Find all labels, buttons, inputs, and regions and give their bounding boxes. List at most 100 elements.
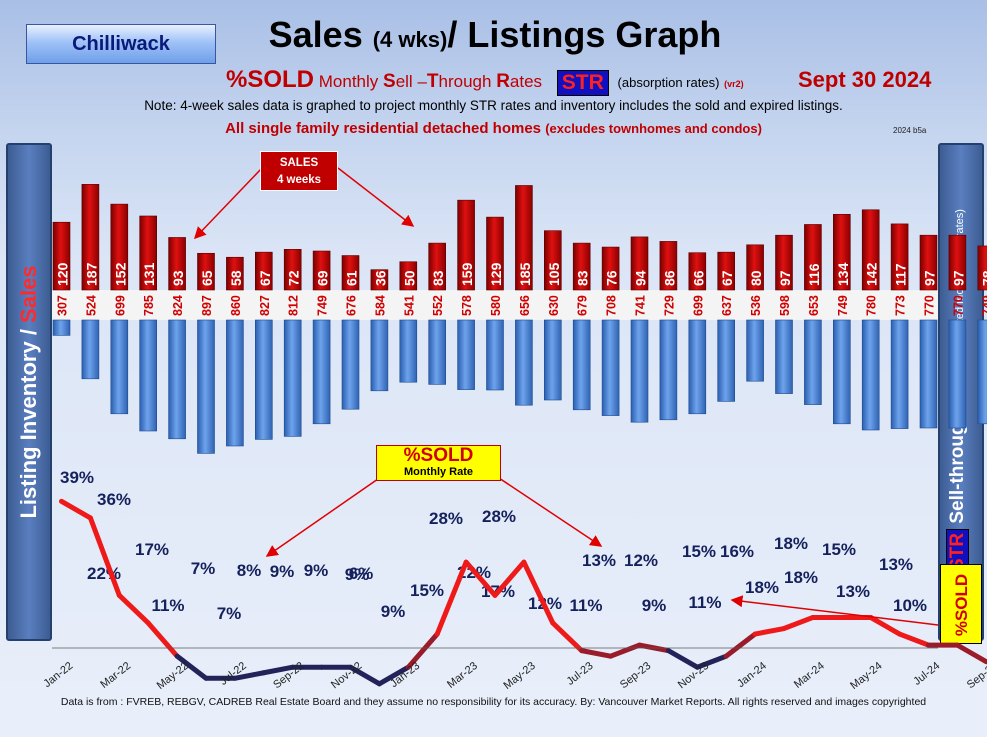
sales-arrow-right (337, 167, 415, 227)
listing-bar (457, 319, 475, 390)
sold-label: 8% (237, 561, 262, 580)
sold-label: 15% (822, 540, 856, 559)
inventory-label: 780 (865, 295, 879, 316)
sold-label: 15% (410, 581, 444, 600)
sales-bar (948, 234, 967, 291)
sold-label: 28% (429, 509, 463, 528)
inventory-label: 653 (807, 295, 821, 316)
listing-bar (746, 319, 764, 382)
chart-note: Note: 4-week sales data is graphed to pr… (144, 98, 843, 113)
sold-line-segment (521, 559, 556, 626)
sales-callout-line2: 4 weeks (276, 174, 322, 186)
x-tick-label: Jul-23 (565, 660, 596, 688)
version-label: 2024 b5a (893, 126, 927, 135)
sales-bar (428, 242, 447, 291)
inventory-label: 584 (373, 295, 387, 316)
sold-label: 11% (151, 596, 184, 615)
sales-label: 50 (401, 270, 417, 286)
sold-label: 11% (569, 596, 602, 615)
inventory-label: 770 (923, 295, 937, 316)
sales-bar (515, 185, 533, 291)
sales-bar (283, 249, 302, 291)
subtitle-dash: – (417, 72, 427, 91)
inventory-label: 749 (836, 295, 850, 316)
sales-label: 131 (141, 262, 157, 286)
sold-line-segment (116, 592, 151, 626)
listing-bar (341, 319, 360, 410)
sales-label: 134 (835, 262, 851, 286)
absorption-note: (absorption rates) (617, 75, 720, 90)
sold-label: 11% (688, 593, 721, 612)
sold-label: 17% (135, 540, 169, 559)
sold-line-segment (550, 620, 585, 654)
sales-bar (919, 234, 938, 291)
sales-bar (832, 213, 851, 291)
listing-bar (543, 319, 562, 401)
inventory-label: 541 (402, 295, 416, 316)
sold-line-segment (897, 631, 931, 648)
sold-line-segment (405, 631, 440, 670)
sales-bar (890, 223, 909, 291)
sales-label: 94 (633, 270, 649, 286)
sold-label: 7% (217, 604, 242, 623)
sold-line-segment (59, 498, 93, 521)
listing-bar (515, 319, 533, 406)
sold-callout-line1: %SOLD (403, 445, 474, 466)
sold-line-segment (87, 515, 122, 598)
inventory-label: 708 (605, 295, 619, 316)
subtitle-sold: %SOLD (226, 66, 315, 93)
sales-bar (168, 237, 186, 291)
inventory-label: 580 (489, 295, 503, 316)
sold-label: 9% (270, 562, 295, 581)
chart-subtitle: %SOLD Monthly Sell –Through Rates STR (a… (226, 66, 744, 96)
sales-label: 67 (719, 270, 735, 286)
listing-bar (255, 319, 273, 440)
inventory-label: 812 (287, 295, 301, 316)
sales-label: 185 (517, 262, 533, 286)
sales-bar (572, 242, 591, 291)
subtitle-ell: ell (395, 72, 418, 91)
property-type-main: All single family residential detached h… (225, 120, 542, 137)
inventory-label: 729 (662, 295, 676, 316)
subtitle-s: S (383, 71, 396, 92)
inventory-label-band (52, 290, 938, 320)
sold-label: 9% (304, 561, 329, 580)
sold-label: 18% (784, 568, 818, 587)
sold-line-segment (954, 642, 987, 665)
sold-line-segment (781, 614, 816, 632)
sold-label: 7% (191, 559, 216, 578)
x-tick-label: Jan-22 (41, 660, 75, 690)
sales-bar (717, 251, 736, 291)
inventory-label: 598 (778, 295, 792, 316)
str-badge: STR (556, 69, 609, 96)
listing-bar (283, 319, 302, 437)
listing-bar (370, 319, 389, 392)
title-main: Sales (268, 14, 363, 55)
sales-bar (630, 236, 649, 291)
inventory-label: 656 (518, 295, 532, 316)
listing-bar (775, 319, 793, 394)
listing-bar (659, 319, 678, 421)
x-tick-label: May-22 (155, 660, 191, 692)
inventory-label: 785 (142, 295, 156, 316)
listing-bar (110, 319, 129, 415)
listing-bar (312, 319, 331, 425)
subtitle-r: R (496, 71, 510, 92)
sales-bar (341, 255, 360, 291)
inventory-label: 676 (345, 295, 359, 316)
sales-label: 93 (170, 270, 186, 286)
listing-bar (948, 319, 967, 429)
property-type-excludes: (excludes townhomes and condos) (545, 121, 762, 136)
sales-label: 97 (777, 270, 793, 286)
sales-label: 66 (690, 270, 706, 286)
listing-bar (197, 319, 215, 454)
x-tick-label: Mar-23 (445, 660, 480, 691)
chart-title: Sales (4 wks)/ Listings Graph (240, 14, 750, 56)
sold-label: 28% (482, 507, 516, 526)
x-tick-label: Mar-22 (98, 660, 133, 691)
x-tick-label: Mar-24 (792, 660, 827, 691)
sales-label: 80 (748, 270, 764, 286)
title-rest: / Listings Graph (447, 14, 722, 55)
sold-line-segment (752, 626, 787, 637)
